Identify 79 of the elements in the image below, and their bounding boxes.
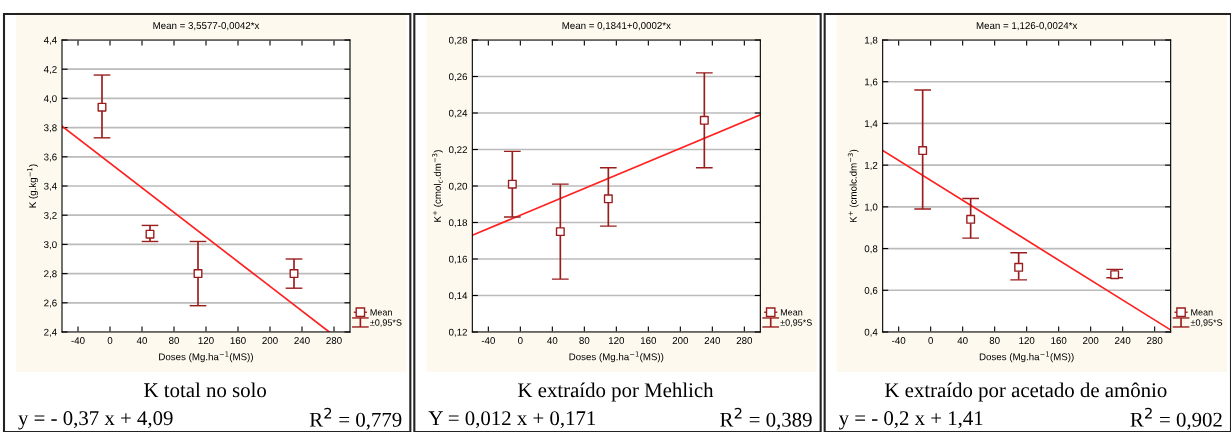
- x-tick-label: 40: [547, 337, 558, 344]
- x-tick-label: 200: [262, 337, 278, 344]
- legend-label: Mean: [370, 309, 392, 316]
- x-tick-label: 200: [1083, 337, 1099, 344]
- x-tick-label: 0: [928, 337, 933, 344]
- y-tick-label: 0,26: [448, 73, 468, 82]
- text: R$^{2}$ = 0,779: [309, 407, 402, 430]
- y-tick-label: 3,6: [44, 153, 57, 162]
- x-tick-label: 0: [518, 337, 523, 344]
- x-tick-label: 40: [136, 337, 148, 344]
- text: R$^{2}$ = 0,389: [720, 407, 812, 430]
- y-tick-label: 0,24: [448, 109, 468, 118]
- text: R$^{2}$ = 0,902: [1130, 407, 1222, 430]
- text: ±0,95*S: [1190, 319, 1223, 327]
- y-tick-label: 2,6: [44, 299, 57, 308]
- text: K extraído por acetado de amônio: [884, 382, 1167, 402]
- x-axis-title: Doses (Mg.ha$^{−1}$(MS)): [569, 351, 664, 363]
- y-tick-label: 3,8: [44, 124, 57, 133]
- y-tick-label: 0,20: [448, 182, 468, 191]
- y-tick-label: 0,12: [448, 328, 467, 337]
- legend-label: Mean: [780, 309, 803, 316]
- x-tick-label: 200: [672, 337, 689, 344]
- x-tick-label: -40: [481, 337, 495, 344]
- x-tick-label: 280: [1147, 337, 1163, 344]
- y-tick-label: 3,4: [44, 182, 57, 191]
- x-tick-label: 280: [736, 337, 753, 344]
- text: K extraído por Mehlich: [518, 382, 714, 402]
- chart-title: Mean = 3,5577-0,0042*x: [153, 22, 260, 31]
- text: y = - 0,2 x + 1,41: [838, 411, 983, 430]
- y-tick-label: 3,2: [44, 211, 57, 220]
- y-tick-label: 1,0: [865, 203, 878, 212]
- x-tick-label: 80: [169, 337, 180, 344]
- text: y = - 0,37 x + 4,09: [18, 411, 173, 430]
- y-tick-label: 1,2: [865, 161, 878, 170]
- y-tick-label: 0,28: [448, 36, 468, 45]
- x-tick-label: 80: [579, 337, 590, 344]
- y-tick-label: 0,8: [864, 245, 878, 254]
- x-tick-label: 160: [230, 337, 246, 344]
- x-tick-label: 120: [1019, 337, 1035, 344]
- y-tick-label: 1,8: [865, 36, 878, 45]
- x-tick-label: 240: [704, 337, 721, 344]
- y-tick-label: 0,22: [448, 146, 467, 155]
- x-tick-label: -40: [71, 337, 85, 344]
- text: Y = 0,012 x + 0,171: [428, 411, 596, 429]
- y-tick-label: 0,4: [864, 328, 878, 337]
- y-tick-label: 0,18: [448, 219, 468, 228]
- y-tick-label: 0,6: [864, 287, 878, 296]
- x-tick-label: 80: [989, 337, 1000, 344]
- y-axis-title: K$^{+}$ (cmolc.dm$^{−3}$): [847, 149, 859, 223]
- x-tick-label: 160: [640, 337, 657, 344]
- text: ±0,95*S: [370, 319, 402, 327]
- y-tick-label: 2,4: [44, 328, 57, 337]
- y-tick-label: 3,0: [44, 241, 57, 250]
- y-tick-label: 4,2: [43, 65, 57, 74]
- text: K total no solo: [144, 382, 266, 398]
- y-tick-label: 0,14: [448, 292, 468, 301]
- x-tick-label: 280: [326, 337, 342, 344]
- chart-title: Mean = 1,126-0,0024*x: [976, 22, 1078, 31]
- y-tick-label: 0,16: [448, 255, 468, 264]
- text: ±0,95*S: [780, 319, 812, 327]
- x-tick-label: 160: [1051, 337, 1067, 344]
- y-axis-title: K$^{+}$ (cmol$_{c}$.dm$^{−3}$): [432, 150, 443, 222]
- y-tick-label: 1,4: [865, 120, 878, 129]
- x-axis-title: Doses (Mg.ha$^{−1}$(MS)): [979, 351, 1074, 363]
- y-tick-label: 2,8: [44, 270, 57, 279]
- y-tick-label: 4,0: [43, 95, 57, 104]
- x-tick-label: 120: [198, 337, 214, 344]
- x-axis-title: Doses (Mg.ha$^{−1}$(MS)): [159, 351, 253, 363]
- y-tick-label: 1,6: [865, 78, 878, 87]
- legend-label: Mean: [1191, 309, 1213, 316]
- y-tick-label: 4,4: [43, 36, 57, 45]
- x-tick-label: -40: [892, 337, 906, 344]
- x-tick-label: 0: [107, 337, 113, 344]
- x-tick-label: 120: [608, 337, 625, 344]
- x-tick-label: 240: [1115, 337, 1131, 344]
- y-axis-title: K (g.kg$^{−1}$): [27, 164, 38, 208]
- x-tick-label: 40: [957, 337, 968, 344]
- chart-title: Mean = 0,1841+0,0002*x: [562, 22, 671, 31]
- x-tick-label: 240: [294, 337, 310, 344]
